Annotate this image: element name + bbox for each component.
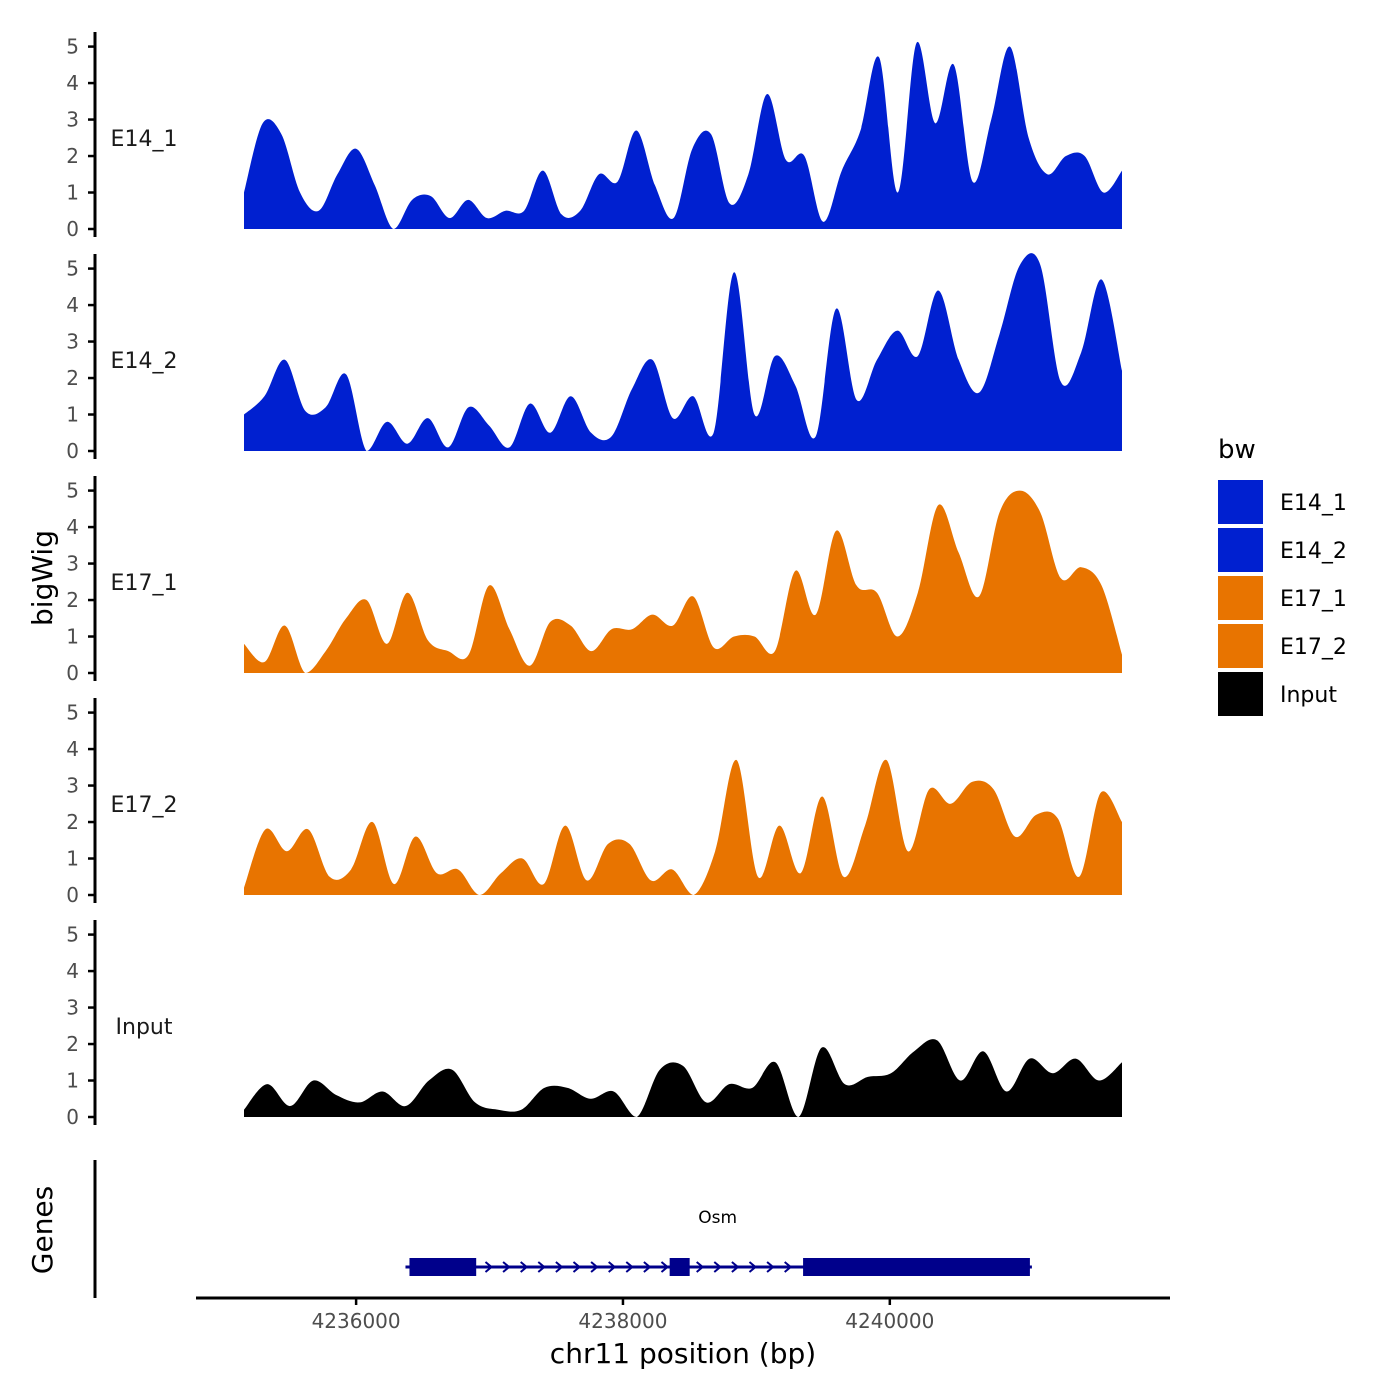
- y-tick-label: 1: [66, 403, 79, 427]
- legend-label-Input: Input: [1280, 683, 1337, 708]
- y-tick-label: 0: [66, 883, 79, 907]
- gene-strand-arrow: [502, 1261, 511, 1273]
- gene-strand-arrow: [537, 1261, 546, 1273]
- legend-swatch-E17_1: [1218, 576, 1263, 620]
- y-tick-label: 4: [66, 737, 79, 761]
- gene-strand-arrow: [766, 1261, 775, 1273]
- y-tick-label: 5: [66, 923, 79, 947]
- x-axis-title: chr11 position (bp): [550, 1337, 816, 1370]
- legend-title: bw: [1218, 435, 1256, 465]
- legend-label-E17_1: E17_1: [1280, 587, 1347, 612]
- x-tick-label: 4236000: [312, 1309, 401, 1333]
- panel-label-E17_2: E17_2: [111, 793, 178, 818]
- y-tick-label: 1: [66, 181, 79, 205]
- y-tick-label: 5: [66, 257, 79, 281]
- y-tick-label: 0: [66, 1105, 79, 1129]
- y-tick-label: 3: [66, 552, 79, 576]
- genes-axis-title: Genes: [26, 1186, 59, 1274]
- area-E14_2: [244, 253, 1122, 451]
- area-Input: [244, 1039, 1122, 1117]
- gene-strand-arrow: [696, 1261, 705, 1273]
- gene-strand-arrow: [731, 1261, 740, 1273]
- gene-name-label: Osm: [698, 1208, 737, 1228]
- gene-strand-arrow: [713, 1261, 722, 1273]
- y-tick-label: 5: [66, 35, 79, 59]
- y-tick-label: 3: [66, 330, 79, 354]
- y-tick-label: 3: [66, 996, 79, 1020]
- gene-exon-2: [669, 1258, 690, 1276]
- y-tick-label: 1: [66, 1069, 79, 1093]
- y-tick-label: 5: [66, 701, 79, 725]
- y-tick-label: 2: [66, 810, 79, 834]
- legend-label-E17_2: E17_2: [1280, 635, 1347, 660]
- gene-strand-arrow: [660, 1261, 670, 1273]
- y-tick-label: 4: [66, 293, 79, 317]
- legend-swatch-E14_2: [1218, 528, 1263, 572]
- x-tick-label: 4238000: [578, 1309, 667, 1333]
- y-tick-label: 0: [66, 217, 79, 241]
- legend-swatch-Input: [1218, 672, 1263, 716]
- y-tick-label: 1: [66, 625, 79, 649]
- gene-exon-3: [803, 1258, 1030, 1276]
- gene-exon-1: [409, 1258, 477, 1276]
- x-tick-label: 4240000: [845, 1309, 934, 1333]
- y-tick-label: 3: [66, 108, 79, 132]
- legend-swatch-E17_2: [1218, 624, 1263, 668]
- area-E14_1: [244, 41, 1122, 229]
- y-tick-label: 4: [66, 959, 79, 983]
- gene-strand-arrow: [484, 1261, 494, 1273]
- panel-label-E14_1: E14_1: [111, 127, 178, 152]
- y-tick-label: 5: [66, 479, 79, 503]
- y-tick-label: 2: [66, 366, 79, 390]
- legend-label-E14_2: E14_2: [1280, 539, 1347, 564]
- gene-strand-arrow: [784, 1261, 793, 1273]
- gene-strand-arrow: [643, 1261, 652, 1273]
- gene-strand-arrow: [590, 1261, 599, 1273]
- gene-strand-arrow: [608, 1261, 617, 1273]
- y-tick-label: 4: [66, 515, 79, 539]
- panel-label-Input: Input: [116, 1015, 173, 1040]
- legend-label-E14_1: E14_1: [1280, 491, 1347, 516]
- area-E17_1: [244, 490, 1122, 673]
- y-tick-label: 1: [66, 847, 79, 871]
- y-tick-label: 0: [66, 439, 79, 463]
- gene-strand-arrow: [572, 1261, 582, 1273]
- y-tick-label: 0: [66, 661, 79, 685]
- gene-strand-arrow: [625, 1261, 634, 1273]
- panel-label-E17_1: E17_1: [111, 571, 178, 596]
- gene-strand-arrow: [555, 1261, 564, 1273]
- y-tick-label: 2: [66, 1032, 79, 1056]
- gene-strand-arrow: [520, 1261, 529, 1273]
- y-tick-label: 3: [66, 774, 79, 798]
- y-axis-title: bigWig: [26, 530, 59, 626]
- y-tick-label: 2: [66, 144, 79, 168]
- y-tick-label: 2: [66, 588, 79, 612]
- panel-label-E14_2: E14_2: [111, 349, 178, 374]
- y-tick-label: 4: [66, 71, 79, 95]
- gene-strand-arrow: [748, 1261, 758, 1273]
- area-E17_2: [244, 759, 1122, 895]
- legend-swatch-E14_1: [1218, 480, 1263, 524]
